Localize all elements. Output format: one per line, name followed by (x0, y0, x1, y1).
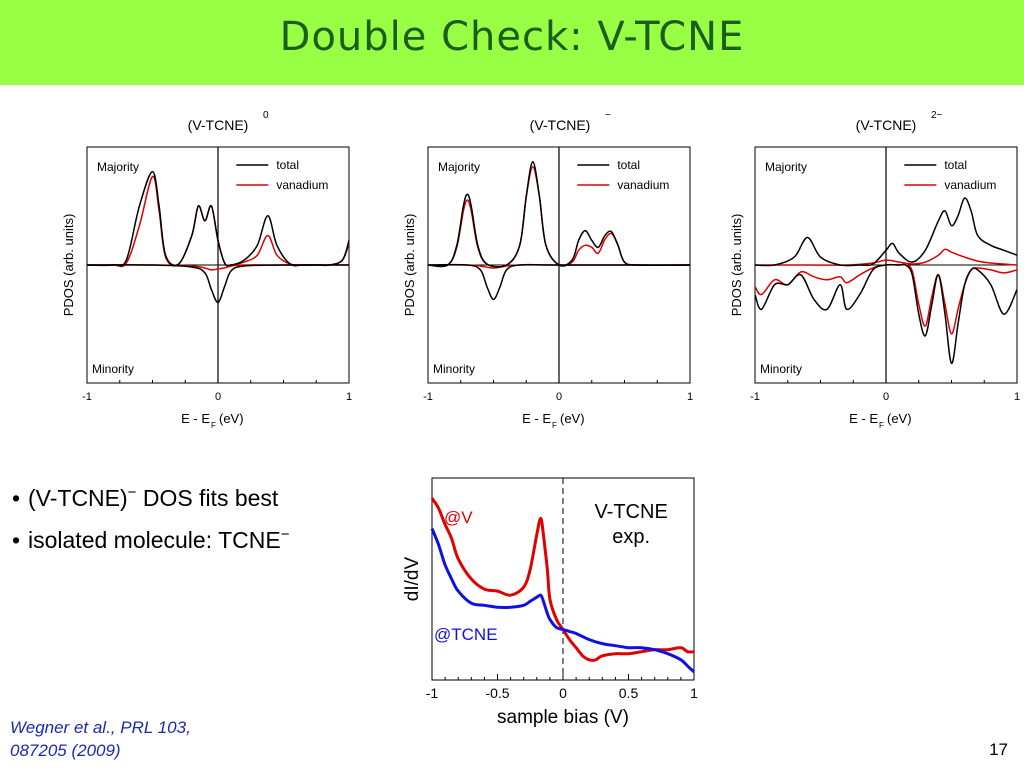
y-axis-label: PDOS (arb. units) (402, 214, 417, 317)
citation-line: 087205 (2009) (10, 741, 121, 760)
annotation-label: exp. (612, 526, 650, 548)
minority-label: Minority (760, 362, 802, 376)
x-tick-label: 1 (346, 391, 352, 403)
series-line-total (428, 161, 690, 268)
series-line-total-minority (428, 263, 690, 301)
x-tick-label: 0 (883, 391, 889, 403)
bullet-list: • (V-TCNE)− DOS fits best • isolated molec… (12, 484, 289, 568)
chart-title: (V-TCNE) (530, 117, 591, 133)
chart-title-superscript: 2− (931, 110, 943, 121)
legend-label-total: total (617, 158, 640, 172)
legend-label-vanadium: vanadium (617, 178, 669, 192)
chart-title-superscript: 0 (263, 110, 269, 121)
x-tick-label: 0.5 (619, 685, 639, 701)
x-axis-label: E - E (522, 411, 551, 426)
x-tick-label: 1 (1014, 391, 1020, 403)
x-axis-label-unit: (eV) (219, 411, 244, 426)
bullet-text-rest: DOS fits best (136, 485, 279, 511)
x-axis-label-subscript: F (211, 421, 216, 430)
x-tick-label: -0.5 (485, 685, 509, 701)
series-line-total-minority (755, 263, 1017, 365)
slide-title: Double Check: V-TCNE (279, 14, 745, 60)
chart-title: (V-TCNE) (856, 117, 917, 133)
x-tick-label: -1 (426, 685, 439, 701)
x-axis-label-unit: (eV) (560, 411, 585, 426)
x-axis-label-subscript: F (552, 421, 557, 430)
y-axis-label: PDOS (arb. units) (61, 214, 76, 317)
x-tick-label: 0 (556, 391, 562, 403)
series-label-V: @V (444, 508, 473, 527)
majority-label: Majority (438, 160, 480, 174)
x-axis-label-unit: (eV) (887, 411, 912, 426)
bullet-text: isolated molecule: TCNE (28, 527, 281, 553)
series-label-TCNE: @TCNE (434, 625, 498, 644)
title-bar (0, 0, 1024, 85)
bullet-item: • (V-TCNE)− DOS fits best (12, 484, 289, 512)
series-line-total-minority (87, 264, 349, 304)
majority-label: Majority (97, 160, 139, 174)
legend-label-total: total (276, 158, 299, 172)
series-line-TCNE (430, 527, 696, 674)
chart-title: (V-TCNE) (188, 117, 249, 133)
legend-label-vanadium: vanadium (276, 178, 328, 192)
x-tick-label: -1 (750, 391, 760, 403)
citation-line: Wegner et al., PRL 103, (10, 718, 191, 737)
minority-label: Minority (92, 362, 134, 376)
x-tick-label: 1 (687, 391, 693, 403)
x-axis-label: sample bias (V) (497, 707, 629, 728)
series-line-V (430, 497, 695, 662)
x-axis-label: E - E (181, 411, 210, 426)
bullet-superscript: − (127, 484, 137, 501)
citation: Wegner et al., PRL 103, 087205 (2009) (10, 716, 191, 762)
x-tick-label: -1 (423, 391, 433, 403)
legend-label-vanadium: vanadium (944, 178, 996, 192)
majority-label: Majority (765, 160, 807, 174)
y-axis-label: PDOS (arb. units) (729, 214, 744, 317)
x-axis-label: E - E (849, 411, 878, 426)
bullet-dot-icon: • (12, 485, 21, 511)
y-axis-label: dI/dV (402, 556, 423, 601)
page-number: 17 (989, 740, 1008, 759)
bullet-dot-icon: • (12, 527, 21, 553)
series-line-total (755, 197, 1017, 267)
chart-title-superscript: − (605, 110, 611, 121)
bullet-superscript: − (280, 526, 290, 543)
x-tick-label: 1 (690, 685, 698, 701)
x-axis-label-subscript: F (879, 421, 884, 430)
x-tick-label: 0 (215, 391, 221, 403)
legend-label-total: total (944, 158, 967, 172)
x-tick-label: 0 (559, 685, 567, 701)
bullet-text: (V-TCNE) (28, 485, 128, 511)
bullet-item: • isolated molecule: TCNE− (12, 526, 289, 554)
x-tick-label: -1 (82, 391, 92, 403)
annotation-label: V-TCNE (594, 501, 667, 523)
minority-label: Minority (433, 362, 475, 376)
